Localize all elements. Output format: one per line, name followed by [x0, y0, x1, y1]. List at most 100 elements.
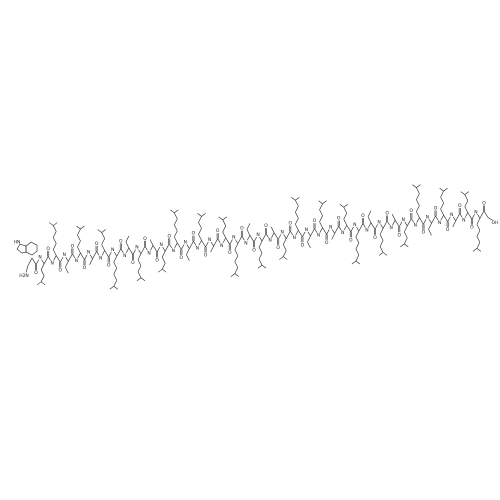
side-chain-bond — [400, 243, 405, 248]
side-chain-bond — [113, 262, 118, 269]
atom-label: O — [385, 211, 389, 217]
side-chain-bond — [101, 238, 105, 245]
side-chain-bond — [77, 240, 81, 248]
atom-label: N — [232, 235, 235, 241]
side-chain-bond — [270, 226, 275, 233]
side-chain-bond — [198, 228, 202, 235]
side-chain-bond — [40, 281, 46, 286]
side-chain-bond — [140, 277, 146, 281]
side-chain-bond — [89, 258, 93, 265]
atom-label: N — [414, 223, 417, 229]
side-chain-bond — [161, 251, 166, 258]
side-chain-bond — [416, 211, 420, 218]
side-chain-bond — [404, 225, 408, 233]
backbone-bond — [273, 232, 279, 240]
side-chain-bond — [319, 221, 323, 228]
side-chain-bond — [246, 229, 251, 236]
label-mask — [328, 224, 334, 230]
side-chain-bond — [440, 196, 444, 204]
atom-labels: HNH2NONONONONONONONONONONONONONONONONONO… — [14, 200, 498, 279]
label-mask — [110, 247, 116, 253]
backbone-bond — [407, 218, 412, 227]
atom-label: HN — [14, 240, 21, 246]
backbone-bond — [140, 246, 146, 254]
side-chain-bond — [282, 238, 287, 245]
backbone-bond — [310, 228, 315, 237]
side-chain-bond — [234, 273, 240, 277]
label-mask — [376, 219, 382, 225]
atom-label: O — [264, 223, 268, 229]
side-chain-bond — [246, 223, 251, 230]
side-chain-bond — [80, 225, 85, 230]
side-chain-bond — [295, 218, 299, 225]
label-mask — [194, 245, 200, 251]
backbone-bond — [177, 242, 182, 250]
atom-label: N — [220, 243, 223, 249]
label-mask — [231, 234, 237, 240]
label-mask — [106, 262, 112, 268]
side-chain-bond — [52, 225, 57, 232]
ring — [16, 243, 27, 254]
atom-label: O — [131, 260, 135, 266]
side-chain-bond — [52, 249, 57, 256]
atom-label: O — [252, 247, 256, 253]
atom-label: O — [119, 238, 123, 244]
side-chain-bond — [355, 242, 360, 250]
side-chain-bond — [440, 208, 444, 216]
label-mask — [449, 211, 455, 217]
label-mask — [178, 255, 184, 260]
label-mask — [481, 200, 487, 206]
atom-label: N — [426, 214, 429, 220]
atom-label: H2N — [19, 273, 29, 279]
backbone-bond — [213, 238, 218, 247]
side-chain-bond — [416, 193, 420, 200]
label-mask — [170, 247, 176, 253]
atom-label: N — [51, 260, 54, 266]
side-chain-bond — [476, 236, 481, 243]
label-mask — [445, 227, 451, 233]
label-mask — [372, 234, 378, 240]
atom-label: O — [240, 226, 244, 232]
label-mask — [303, 226, 309, 232]
backbone-bond — [322, 227, 327, 235]
backbone-bond — [443, 214, 448, 222]
atom-label: O — [71, 243, 75, 249]
side-chain-bond — [295, 224, 299, 231]
backbone-bond — [104, 250, 109, 258]
side-chain-bond — [258, 258, 263, 266]
atom-label: N — [99, 255, 102, 261]
label-mask — [243, 240, 249, 246]
side-chain-bond — [416, 184, 421, 188]
atom-label: O — [167, 233, 171, 239]
atom-label: O — [155, 258, 159, 264]
label-mask — [146, 250, 152, 256]
side-chain-bond — [113, 274, 118, 281]
atom-label: O — [446, 227, 450, 233]
atom-label: N — [341, 230, 344, 236]
backbone-bond — [431, 215, 436, 224]
atom-label: N — [402, 217, 405, 223]
atom-label: N — [317, 233, 320, 239]
atom-label: O — [313, 218, 317, 224]
side-chain-bond — [439, 187, 444, 192]
label-mask — [130, 260, 136, 266]
backbone-bond — [152, 245, 158, 253]
atom-label: N — [147, 250, 150, 256]
side-chain-bond — [440, 202, 444, 210]
atom-label: N — [256, 232, 259, 238]
atom-label: N — [196, 245, 199, 251]
atom-label: N — [377, 219, 380, 225]
atom-label: O — [410, 208, 414, 214]
side-chain-bond — [161, 257, 166, 264]
side-chain-bond — [234, 255, 239, 262]
label-mask — [57, 267, 63, 273]
label-mask — [291, 235, 297, 241]
side-chain-bond — [174, 212, 178, 220]
label-mask — [14, 239, 20, 245]
atom-label: N — [38, 255, 41, 261]
side-chain-bond — [343, 203, 348, 208]
label-mask — [316, 232, 322, 238]
backbone-bond — [479, 210, 485, 219]
side-chain-bond — [186, 254, 190, 261]
